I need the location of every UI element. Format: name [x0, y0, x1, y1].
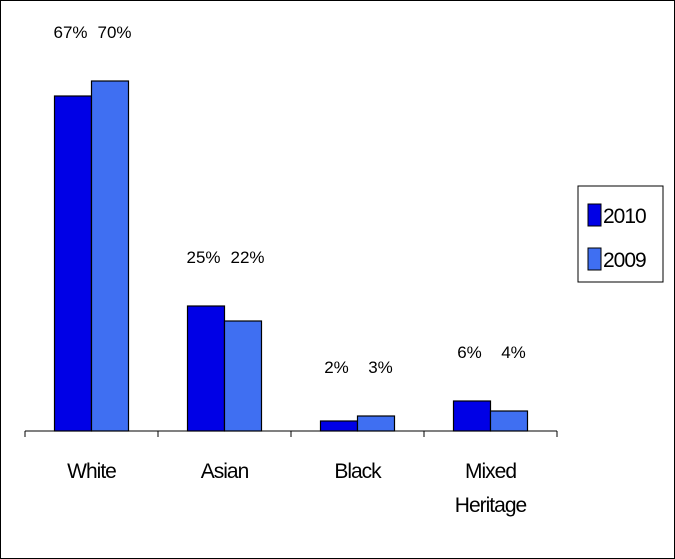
legend: 2010 2009 — [577, 185, 664, 283]
bar-2009-3 — [489, 410, 529, 432]
data-label-2010-3: 6% — [457, 343, 482, 362]
data-label-2010-1: 25% — [186, 248, 220, 267]
bar-2009-2 — [356, 415, 396, 432]
category-label-1: Asian — [201, 460, 249, 483]
category-label-0: White — [67, 460, 116, 483]
data-label-2010-2: 2% — [324, 358, 349, 377]
legend-label-2009: 2009 — [603, 249, 646, 272]
data-labels: 67% 70% 25% 22% 2% 3% 6% 4% — [53, 23, 525, 377]
bar-2010-1 — [186, 305, 226, 432]
data-label-2010-0: 67% — [53, 23, 87, 42]
legend-swatch-2010 — [587, 203, 602, 227]
data-label-2009-3: 4% — [501, 343, 526, 362]
category-label-2: Black — [334, 460, 382, 483]
bar-2010-0 — [53, 95, 93, 432]
category-labels: White Asian Black Mixed Heritage — [67, 460, 527, 517]
data-label-2009-1: 22% — [230, 248, 264, 267]
bar-2009-0 — [90, 80, 130, 432]
bar-2010-2 — [319, 420, 359, 432]
legend-label-2010: 2010 — [603, 205, 646, 228]
category-label-3-line0: Mixed — [465, 460, 516, 483]
data-label-2009-2: 3% — [368, 358, 393, 377]
bar-2009-1 — [223, 320, 263, 432]
legend-swatch-2009 — [587, 247, 602, 271]
data-label-2009-0: 70% — [97, 23, 131, 42]
category-label-3-line1: Heritage — [455, 494, 527, 517]
bar-2010-3 — [452, 400, 492, 432]
x-axis — [24, 430, 558, 437]
bars-layer — [53, 80, 529, 432]
